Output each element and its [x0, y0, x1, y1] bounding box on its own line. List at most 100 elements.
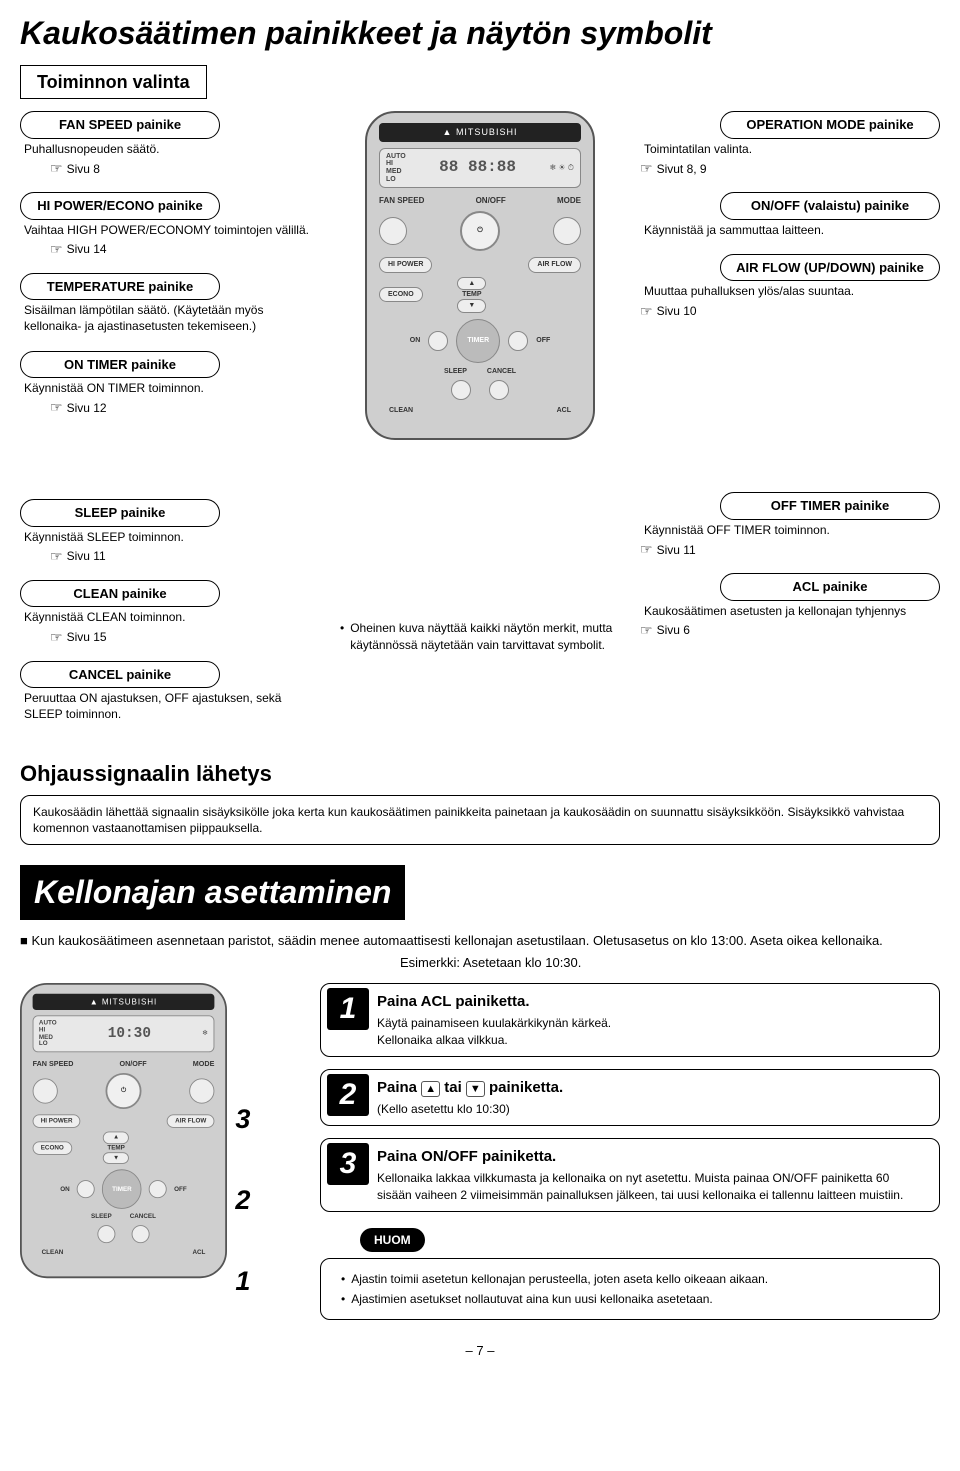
pageref-offtimer: Sivu 11	[640, 540, 910, 559]
fanspeed-button[interactable]	[379, 217, 407, 245]
remote-display-2: AUTO HI MED LO 10:30 ❄	[33, 1016, 215, 1053]
side-num-3: 3	[235, 1102, 250, 1138]
page-title: Kaukosäätimen painikkeet ja näytön symbo…	[20, 12, 940, 55]
airflow-button-2[interactable]: AIR FLOW	[167, 1114, 214, 1128]
huom-badge: HUOM	[360, 1228, 425, 1252]
timer-off-button-2[interactable]	[149, 1181, 167, 1199]
hipower-button[interactable]: HI POWER	[379, 257, 432, 272]
temp-down-button-2[interactable]: ▼	[103, 1152, 129, 1164]
onoff-button[interactable]: ⏻	[460, 211, 500, 251]
step-2-title: Paina ▲ tai ▼ painiketta.	[377, 1078, 927, 1098]
pageref-airflow: Sivu 10	[640, 302, 910, 321]
cancel-label-2: CANCEL	[130, 1213, 156, 1221]
label-mode-2: MODE	[193, 1060, 215, 1070]
step-3: 3 Paina ON/OFF painiketta. Kellonaika la…	[320, 1138, 940, 1212]
label-offtimer: OFF TIMER painike	[720, 492, 940, 520]
label-clean: CLEAN painike	[20, 580, 220, 608]
callout-acl: ACL painike Kaukosäätimen asetusten ja k…	[640, 573, 940, 640]
clock-intro-text: Kun kaukosäätimeen asennetaan paristot, …	[20, 933, 883, 948]
label-hipower: HI POWER/ECONO painike	[20, 192, 220, 220]
remote-display: AUTO HI MED LO 88 88:88 ❄ ☀ ⏱	[379, 148, 581, 189]
display-icons: ❄ ☀ ⏱	[549, 163, 574, 174]
off-label: OFF	[536, 336, 550, 345]
off-label-2: OFF	[174, 1185, 187, 1193]
cancel-button-2[interactable]	[132, 1225, 150, 1243]
fanspeed-button-2[interactable]	[33, 1078, 58, 1103]
econo-button-2[interactable]: ECONO	[33, 1141, 72, 1155]
pageref-fan-speed: Sivu 8	[50, 159, 320, 178]
side-num-1: 1	[235, 1264, 250, 1300]
pageref-opmode: Sivut 8, 9	[640, 159, 910, 178]
display-levels-2: AUTO HI MED LO	[39, 1020, 57, 1048]
label-fan-speed: FAN SPEED painike	[20, 111, 220, 139]
sleep-button-2[interactable]	[97, 1225, 115, 1243]
clock-intro: Kun kaukosäätimeen asennetaan paristot, …	[20, 932, 940, 971]
label-temperature: TEMPERATURE painike	[20, 273, 220, 301]
callout-airflow: AIR FLOW (UP/DOWN) painike Muuttaa puhal…	[640, 254, 940, 321]
callout-clean: CLEAN painike Käynnistää CLEAN toiminnon…	[20, 580, 320, 647]
clock-heading-banner: Kellonajan asettaminen	[20, 865, 405, 920]
callout-fan-speed: FAN SPEED painike Puhallusnopeuden säätö…	[20, 111, 320, 178]
label-airflow: AIR FLOW (UP/DOWN) painike	[720, 254, 940, 282]
desc-ontimer: Käynnistää ON TIMER toiminnon.	[24, 380, 320, 396]
step-1-num: 1	[327, 988, 369, 1030]
step-2: 2 Paina ▲ tai ▼ painiketta. (Kello asete…	[320, 1069, 940, 1126]
callout-cancel: CANCEL painike Peruuttaa ON ajastuksen, …	[20, 661, 320, 725]
remote-brand-2: ▲ MITSUBISHI	[33, 994, 215, 1010]
display-levels: AUTO HI MED LO	[386, 153, 406, 184]
mode-button-2[interactable]	[189, 1078, 214, 1103]
display-main: 88 88:88	[410, 157, 546, 179]
sleep-button[interactable]	[451, 380, 471, 400]
timer-button-2[interactable]: TIMER	[102, 1170, 142, 1210]
callout-ontimer: ON TIMER painike Käynnistää ON TIMER toi…	[20, 351, 320, 418]
left-column: FAN SPEED painike Puhallusnopeuden säätö…	[20, 111, 320, 730]
label-mode-btn: MODE	[557, 196, 581, 207]
cancel-button[interactable]	[489, 380, 509, 400]
clean-label-2: CLEAN	[42, 1249, 64, 1257]
on-label: ON	[410, 336, 421, 345]
signal-box: Kaukosäädin lähettää signaalin sisäyksik…	[20, 795, 940, 845]
desc-acl: Kaukosäätimen asetusten ja kellonajan ty…	[644, 603, 940, 619]
label-onoff: ON/OFF (valaistu) painike	[720, 192, 940, 220]
label-cancel: CANCEL painike	[20, 661, 220, 689]
step-2-num: 2	[327, 1074, 369, 1116]
step-3-title: Paina ON/OFF painiketta.	[377, 1147, 927, 1167]
page-number: – 7 –	[20, 1342, 940, 1360]
temp-up-button[interactable]: ▲	[457, 277, 486, 290]
timer-off-button[interactable]	[508, 331, 528, 351]
onoff-button-2[interactable]: ⏻	[106, 1073, 142, 1109]
timer-on-button-2[interactable]	[77, 1181, 95, 1199]
mode-button[interactable]	[553, 217, 581, 245]
sleep-label: SLEEP	[444, 367, 467, 376]
right-column: OPERATION MODE painike Toimintatilan val…	[640, 111, 940, 730]
callout-offtimer: OFF TIMER painike Käynnistää OFF TIMER t…	[640, 492, 940, 559]
callout-hipower: HI POWER/ECONO painike Vaihtaa HIGH POWE…	[20, 192, 320, 259]
display-icons-2: ❄	[202, 1029, 208, 1039]
on-label-2: ON	[60, 1185, 69, 1193]
label-onoff-2: ON/OFF	[120, 1060, 147, 1070]
clean-label: CLEAN	[389, 406, 413, 415]
temp-down-button[interactable]: ▼	[457, 299, 486, 312]
callout-temperature: TEMPERATURE painike Sisäilman lämpötilan…	[20, 273, 320, 337]
timer-button[interactable]: TIMER	[456, 319, 500, 363]
acl-label-2: ACL	[192, 1249, 205, 1257]
huom-box: Ajastin toimii asetetun kellonajan perus…	[320, 1258, 940, 1320]
desc-hipower: Vaihtaa HIGH POWER/ECONOMY toimintojen v…	[24, 222, 320, 238]
hipower-button-2[interactable]: HI POWER	[33, 1114, 81, 1128]
desc-fan-speed: Puhallusnopeuden säätö.	[24, 141, 320, 157]
remote-illustration: ▲ MITSUBISHI AUTO HI MED LO 88 88:88 ❄ ☀…	[365, 111, 595, 439]
desc-offtimer: Käynnistää OFF TIMER toiminnon.	[644, 522, 940, 538]
airflow-button[interactable]: AIR FLOW	[528, 257, 581, 272]
pageref-hipower: Sivu 14	[50, 240, 320, 259]
econo-button[interactable]: ECONO	[379, 287, 423, 302]
signal-heading: Ohjaussignaalin lähetys	[20, 759, 940, 789]
timer-on-button[interactable]	[428, 331, 448, 351]
desc-temperature: Sisäilman lämpötilan säätö. (Käytetään m…	[24, 302, 320, 334]
temp-label: TEMP	[462, 290, 481, 299]
desc-clean: Käynnistää CLEAN toiminnon.	[24, 609, 320, 625]
temp-up-button-2[interactable]: ▲	[103, 1132, 129, 1144]
up-icon: ▲	[421, 1081, 440, 1097]
label-fanspeed-btn: FAN SPEED	[379, 196, 424, 207]
label-ontimer: ON TIMER painike	[20, 351, 220, 379]
desc-cancel: Peruuttaa ON ajastuksen, OFF ajastuksen,…	[24, 690, 320, 722]
